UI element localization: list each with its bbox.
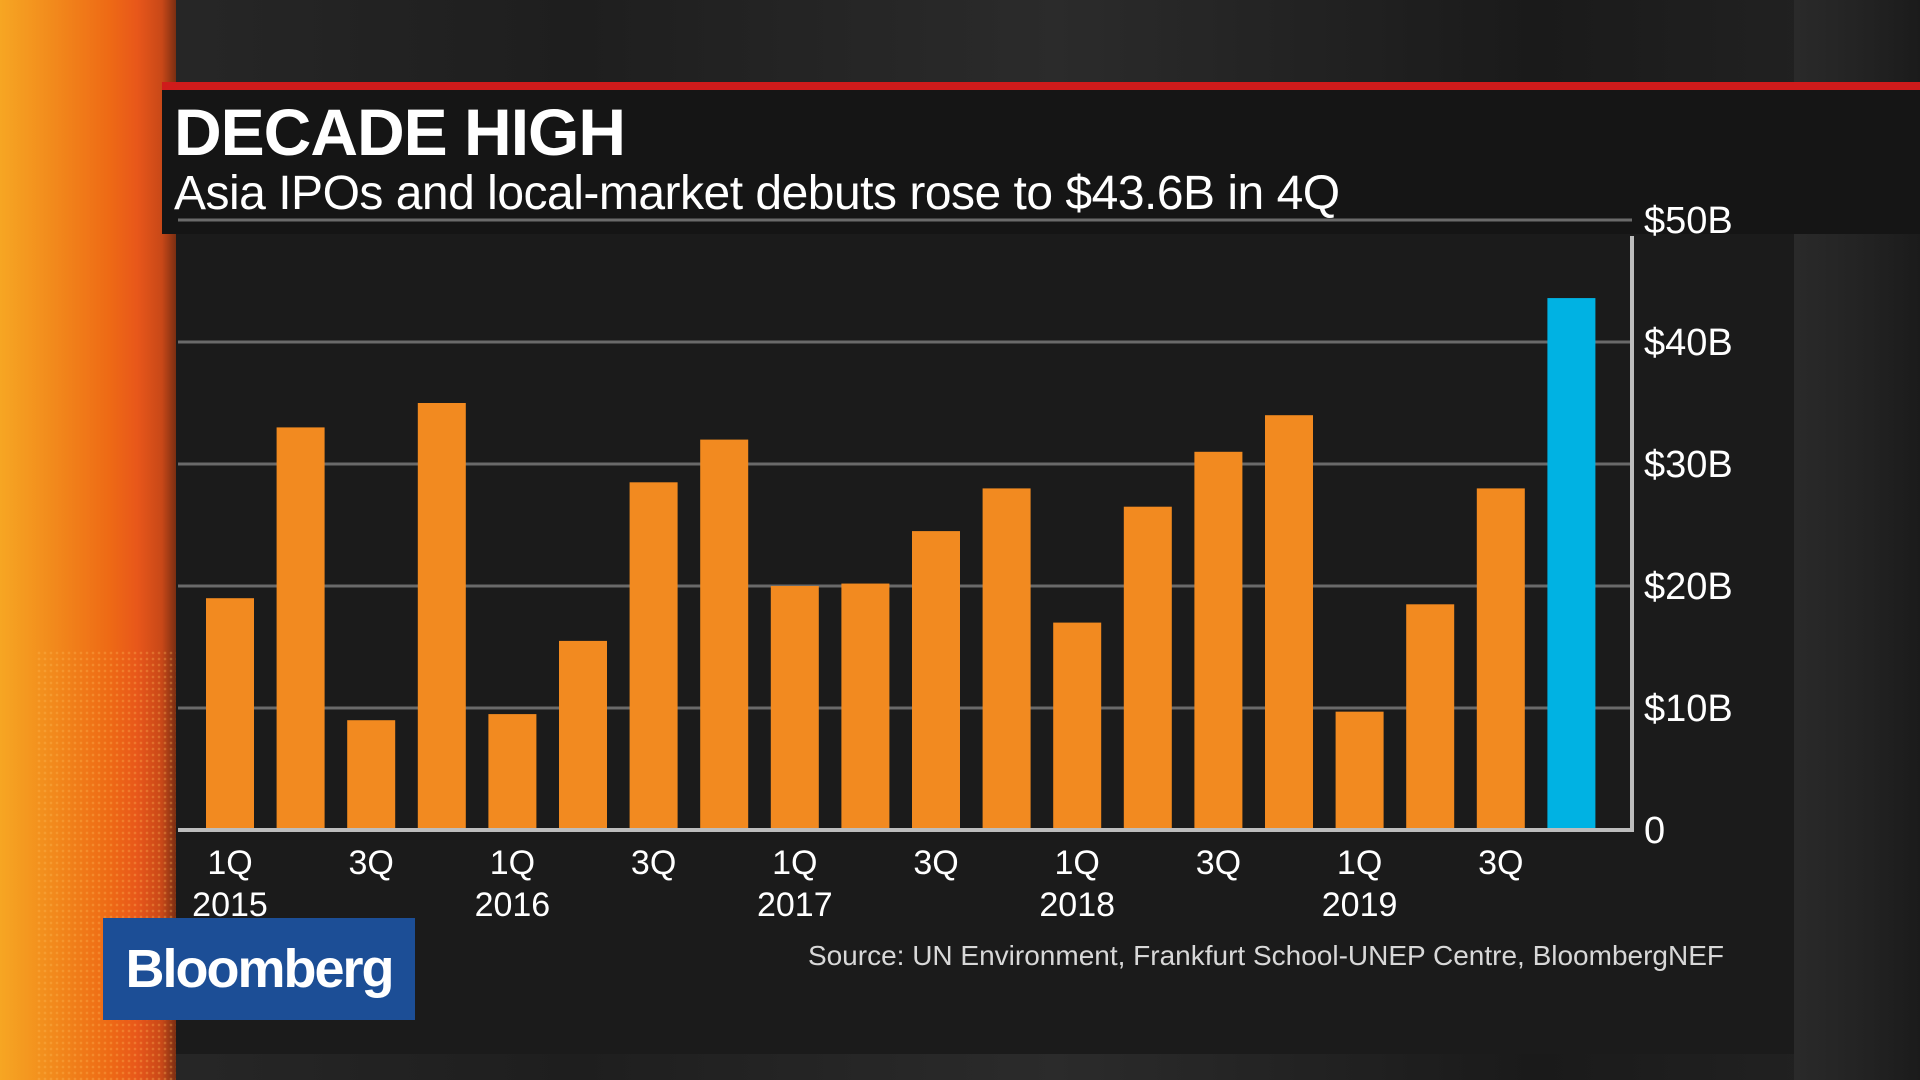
- x-tick-quarter: 3Q: [631, 844, 676, 882]
- x-tick-year: 2015: [192, 886, 268, 924]
- chart-title: DECADE HIGH: [174, 95, 626, 169]
- bar: [1476, 488, 1525, 830]
- y-tick-label: $20B: [1644, 566, 1733, 608]
- bloomberg-logo-text: Bloomberg: [125, 939, 394, 999]
- bar: [488, 714, 537, 830]
- x-tick-quarter: 1Q: [490, 844, 535, 882]
- bar: [347, 720, 396, 830]
- axis-layer: [178, 236, 1634, 832]
- x-tick-quarter: 1Q: [1055, 844, 1100, 882]
- bar: [1335, 711, 1384, 830]
- orange-side-band: [0, 0, 176, 1080]
- x-tick-quarter: 3Q: [913, 844, 958, 882]
- x-tick-quarter: 1Q: [772, 844, 817, 882]
- source-note: Source: UN Environment, Frankfurt School…: [807, 940, 1724, 971]
- bar: [1194, 451, 1243, 830]
- bloomberg-logo: Bloomberg: [103, 918, 415, 1020]
- y-tick-label: $40B: [1644, 322, 1733, 364]
- bar: [1053, 622, 1102, 830]
- x-tick-year: 2017: [757, 886, 833, 924]
- y-tick-label: $30B: [1644, 444, 1733, 486]
- x-tick-quarter: 1Q: [1337, 844, 1382, 882]
- bar-layer: [206, 298, 1596, 831]
- x-tick-quarter: 1Q: [207, 844, 252, 882]
- bar: [912, 531, 960, 830]
- bar-highlight: [1547, 298, 1596, 831]
- bar: [1265, 415, 1313, 830]
- x-tick-quarter: 3Q: [1196, 844, 1241, 882]
- bar: [1406, 604, 1455, 830]
- x-tick-labels: 1Q 2015 3Q 1Q 2016 3Q 1Q 2017 3Q 1Q 2018 3Q 1Q 2019 3Q: [192, 844, 1523, 924]
- bar: [276, 427, 325, 830]
- x-tick-year: 2016: [475, 886, 551, 924]
- bar: [770, 586, 819, 830]
- y-tick-labels: 0 $10B $20B $30B $40B $50B: [1644, 200, 1733, 852]
- bar: [629, 482, 678, 830]
- bar: [417, 403, 466, 830]
- x-tick-quarter: 3Q: [349, 844, 394, 882]
- bar: [559, 640, 607, 830]
- header-bar: [162, 90, 1920, 234]
- y-tick-label: $50B: [1644, 200, 1733, 242]
- x-tick-year: 2018: [1039, 886, 1115, 924]
- y-tick-label: $10B: [1644, 688, 1733, 730]
- bar: [206, 598, 254, 830]
- bar: [982, 488, 1031, 830]
- bar: [700, 439, 749, 830]
- chart-subtitle: Asia IPOs and local-market debuts rose t…: [174, 167, 1340, 220]
- x-tick-quarter: 3Q: [1478, 844, 1523, 882]
- x-tick-year: 2019: [1322, 886, 1398, 924]
- bar: [841, 583, 890, 830]
- header-accent-rule: [162, 82, 1920, 90]
- bar: [1123, 506, 1172, 830]
- y-tick-label: 0: [1644, 810, 1665, 852]
